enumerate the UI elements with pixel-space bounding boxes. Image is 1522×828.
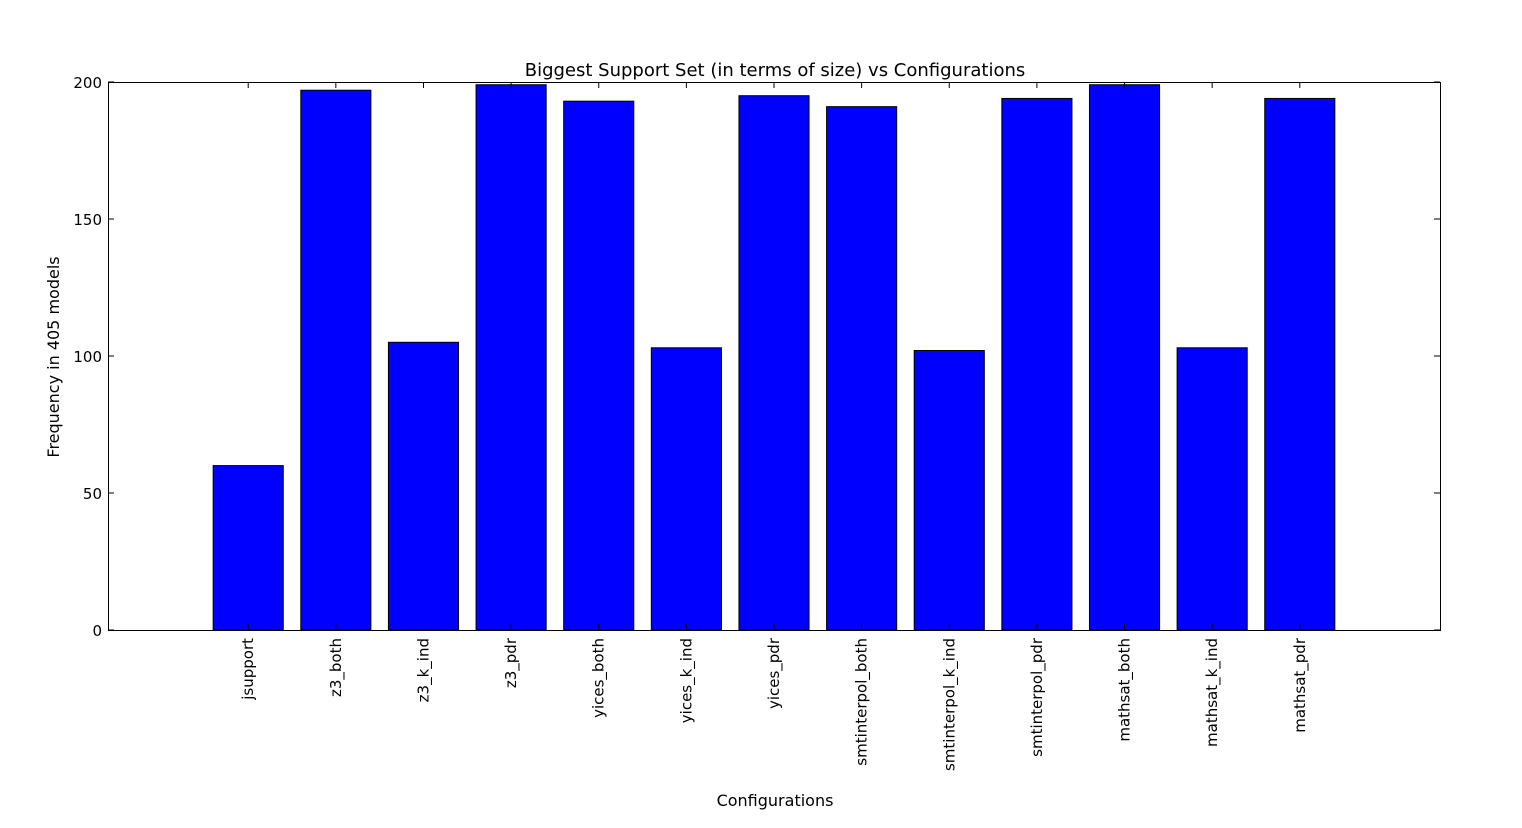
bars-group — [212, 84, 1336, 631]
bar-z3_both — [300, 89, 372, 631]
x-tick-label: mathsat_pdr — [1291, 637, 1310, 733]
y-tick-label: 0 — [92, 622, 102, 640]
bar-mathsat_pdr — [1264, 97, 1336, 631]
bar-yices_both — [563, 100, 635, 631]
y-axis-label: Frequency in 405 models — [44, 256, 63, 457]
y-tick-label: 200 — [73, 74, 102, 92]
bar-z3_k_ind — [387, 341, 460, 631]
x-tick-label: jsupport — [239, 638, 257, 701]
bar-yices_k_ind — [650, 347, 722, 631]
bar-mathsat_k_ind — [1176, 347, 1248, 631]
x-tick-label: smtinterpol_both — [853, 638, 872, 766]
x-axis-label: Configurations — [717, 791, 834, 810]
bar-yices_pdr — [738, 95, 810, 631]
y-axis-ticks: 0 50 100 150 200 — [73, 74, 1440, 640]
x-tick-label: yices_pdr — [765, 637, 784, 709]
y-tick-label: 100 — [73, 348, 102, 366]
x-tick-label: mathsat_k_ind — [1203, 638, 1222, 747]
x-tick-label: smtinterpol_pdr — [1028, 637, 1047, 757]
y-tick-label: 50 — [83, 485, 102, 503]
bar-z3_pdr — [475, 84, 547, 631]
x-tick-label: z3_both — [327, 638, 346, 697]
x-tick-label: smtinterpol_k_ind — [940, 638, 959, 771]
chart-title: Biggest Support Set (in terms of size) v… — [525, 60, 1026, 81]
bar-smtinterpol_pdr — [1001, 97, 1073, 631]
x-tick-label: yices_k_ind — [677, 638, 696, 723]
bar-mathsat_both — [1088, 84, 1161, 631]
x-tick-label: z3_pdr — [502, 637, 521, 688]
bar-jsupport — [212, 465, 284, 631]
x-tick-label: mathsat_both — [1116, 638, 1135, 742]
x-tick-label: yices_both — [590, 638, 609, 718]
x-axis-ticks: jsupport z3_both z3_k_ind z3_pdr yices_both y… — [239, 82, 1310, 771]
y-tick-label: 150 — [73, 211, 102, 229]
x-tick-label: z3_k_ind — [414, 638, 433, 702]
bar-smtinterpol_both — [826, 106, 898, 631]
bar-smtinterpol_k_ind — [913, 350, 985, 631]
